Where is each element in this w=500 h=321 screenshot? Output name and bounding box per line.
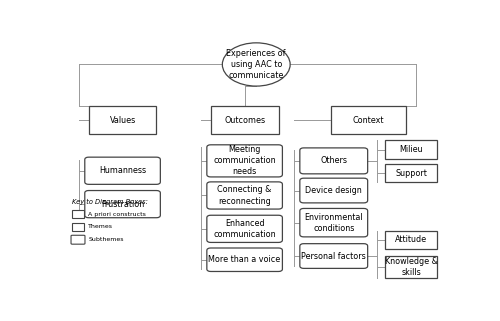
- FancyBboxPatch shape: [300, 244, 368, 268]
- Text: Others: Others: [320, 156, 347, 165]
- Text: Outcomes: Outcomes: [224, 116, 265, 125]
- Text: A priori constructs: A priori constructs: [88, 212, 146, 216]
- Text: Meeting
communication
needs: Meeting communication needs: [214, 145, 276, 177]
- Text: Frustration: Frustration: [101, 200, 144, 209]
- FancyBboxPatch shape: [385, 164, 438, 183]
- FancyBboxPatch shape: [300, 148, 368, 174]
- Text: Values: Values: [110, 116, 136, 125]
- Text: Context: Context: [353, 116, 384, 125]
- FancyBboxPatch shape: [85, 157, 160, 184]
- FancyBboxPatch shape: [207, 145, 282, 177]
- FancyBboxPatch shape: [385, 141, 438, 159]
- FancyBboxPatch shape: [331, 107, 406, 134]
- FancyBboxPatch shape: [71, 235, 85, 244]
- FancyBboxPatch shape: [85, 191, 160, 218]
- FancyBboxPatch shape: [300, 208, 368, 237]
- FancyBboxPatch shape: [385, 256, 438, 278]
- Text: Milieu: Milieu: [400, 145, 423, 154]
- FancyBboxPatch shape: [385, 231, 438, 249]
- Text: Key to Diagram Boxes:: Key to Diagram Boxes:: [72, 199, 148, 205]
- Text: Support: Support: [396, 169, 427, 178]
- Text: Attitude: Attitude: [395, 236, 428, 245]
- Text: More than a voice: More than a voice: [208, 255, 281, 264]
- FancyBboxPatch shape: [207, 248, 282, 272]
- FancyBboxPatch shape: [300, 178, 368, 203]
- FancyBboxPatch shape: [210, 107, 278, 134]
- FancyBboxPatch shape: [88, 107, 156, 134]
- Text: Knowledge &
skills: Knowledge & skills: [385, 257, 438, 277]
- Text: Personal factors: Personal factors: [302, 252, 366, 261]
- Text: Themes: Themes: [88, 224, 114, 230]
- FancyBboxPatch shape: [207, 215, 282, 242]
- FancyBboxPatch shape: [207, 182, 282, 209]
- Ellipse shape: [222, 43, 290, 86]
- Text: Enhanced
communication: Enhanced communication: [214, 219, 276, 239]
- Text: Connecting &
reconnecting: Connecting & reconnecting: [218, 186, 272, 205]
- Text: Humanness: Humanness: [99, 166, 146, 175]
- Text: Experiences of
using AAC to
communicate: Experiences of using AAC to communicate: [226, 49, 286, 80]
- Text: Device design: Device design: [306, 186, 362, 195]
- FancyBboxPatch shape: [72, 210, 84, 218]
- Text: Environmental
conditions: Environmental conditions: [304, 213, 363, 233]
- FancyBboxPatch shape: [72, 223, 84, 230]
- Text: Subthemes: Subthemes: [88, 237, 124, 242]
